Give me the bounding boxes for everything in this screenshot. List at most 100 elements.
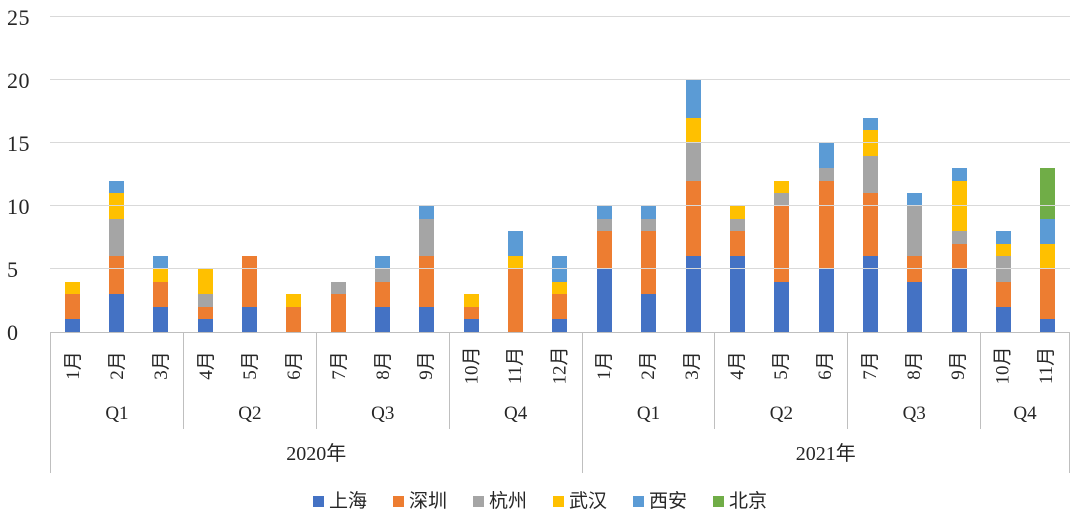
bar-segment [862, 193, 878, 257]
bar-segment [995, 281, 1011, 307]
year-tick-label: 2021年 [795, 442, 856, 465]
month-cell: 5月 [759, 333, 803, 398]
month-cell: 8月 [892, 333, 936, 398]
y-tick-label: 25 [7, 5, 30, 30]
bar-segment [1040, 319, 1056, 332]
legend-item: 杭州 [472, 491, 527, 512]
bar-segment [862, 117, 878, 131]
legend-label: 北京 [729, 491, 768, 512]
bar-segment [685, 256, 701, 332]
month-cell: 10月 [450, 333, 494, 398]
bar-segment [907, 256, 923, 282]
bar-segment [995, 243, 1011, 257]
months-row: 7月 8月 9月 [848, 333, 980, 398]
bar-segment [109, 294, 125, 332]
month-cell: 7月 [848, 333, 892, 398]
bar-segment [1040, 269, 1056, 320]
month-tick-label: 3月 [150, 351, 172, 380]
bar-column [760, 18, 804, 332]
gridline [50, 268, 1070, 269]
gridline [50, 16, 1070, 17]
month-cell: 10月 [981, 333, 1025, 398]
stacked-bar [463, 294, 479, 332]
bar-segment [552, 256, 568, 282]
month-cell: 3月 [670, 333, 714, 398]
month-cell: 9月 [405, 333, 449, 398]
month-tick-label: 2月 [106, 351, 128, 380]
bar-segment [818, 168, 834, 181]
stacked-bar [419, 206, 435, 332]
stacked-bar [375, 256, 391, 332]
bar-segment [596, 231, 612, 269]
stacked-bar [995, 231, 1011, 332]
bars-layer [50, 18, 1070, 332]
bar-segment [641, 206, 657, 219]
bar-segment [419, 256, 435, 307]
legend-item: 上海 [312, 492, 367, 511]
bar-segment [375, 269, 391, 282]
bar-segment [818, 143, 834, 169]
stacked-bar [818, 143, 834, 332]
bar-column [1026, 18, 1070, 332]
quarter-tick-label: Q1 [636, 402, 661, 424]
bar-segment [995, 306, 1011, 332]
month-tick-label: 5月 [770, 351, 792, 380]
year-block: 1月 2月 3月 Q1 4月 5月 6月 Q2 7月 8月 9月 Q3 10月 11月 12月 Q4 2020年 [50, 333, 582, 473]
y-tick-label: 20 [7, 68, 30, 93]
month-tick-label: 8月 [903, 351, 925, 380]
bar-column [848, 18, 892, 332]
bar-segment [862, 256, 878, 332]
month-cell: 12月 [538, 333, 582, 398]
month-tick-label: 5月 [239, 351, 261, 380]
quarter-tick-label: Q2 [769, 402, 793, 424]
bar-segment [641, 231, 657, 295]
months-row: 10月 11月 [981, 333, 1069, 398]
legend-label: 杭州 [488, 491, 527, 512]
legend-label: 深圳 [408, 491, 447, 512]
legend-item: 西安 [633, 492, 687, 511]
bar-segment [862, 155, 878, 194]
bar-column [316, 18, 360, 332]
quarter-tick-label: Q2 [238, 402, 262, 424]
quarters-row: 1月 2月 3月 Q1 4月 5月 6月 Q2 7月 8月 9月 Q3 10月 11月 12月 Q4 [51, 333, 582, 429]
month-tick-label: 1月 [62, 351, 84, 380]
bar-segment [729, 218, 745, 232]
stacked-bar [951, 168, 967, 332]
bar-segment [552, 319, 568, 332]
legend-label: 武汉 [569, 491, 608, 512]
month-cell: 4月 [184, 333, 228, 398]
quarter-tick-label: Q3 [371, 402, 395, 424]
bars-year-group [582, 18, 1070, 332]
gridline [50, 205, 1070, 206]
legend-swatch-icon [472, 496, 484, 507]
bar-segment [907, 281, 923, 332]
month-tick-label: 10月 [992, 346, 1014, 385]
month-cell: 2月 [95, 333, 139, 398]
legend: 上海 深圳 杭州 武汉 西安 北京 [0, 492, 1080, 511]
bar-column [183, 18, 227, 332]
bar-column [449, 18, 493, 332]
quarter-block: 4月 5月 6月 Q2 [715, 333, 849, 429]
bar-segment [907, 193, 923, 207]
legend-swatch-icon [713, 496, 725, 507]
bar-segment [907, 206, 923, 257]
bar-segment [197, 294, 213, 307]
month-tick-label: 2月 [638, 351, 660, 380]
month-cell: 6月 [803, 333, 847, 398]
month-tick-label: 8月 [372, 351, 394, 380]
months-row: 10月 11月 12月 [450, 333, 582, 398]
bar-column [627, 18, 671, 332]
stacked-bar [64, 281, 80, 332]
bar-segment [463, 319, 479, 332]
stacked-bar [862, 117, 878, 332]
month-tick-label: 4月 [726, 351, 748, 380]
quarter-block: 10月 11月 Q4 [981, 333, 1069, 429]
bar-column [582, 18, 626, 332]
months-row: 4月 5月 6月 [184, 333, 316, 398]
category-axis: 1月 2月 3月 Q1 4月 5月 6月 Q2 7月 8月 9月 Q3 10月 11月 12月 Q4 2020年… [50, 333, 1070, 473]
y-tick-label: 0 [7, 320, 19, 345]
bar-column [804, 18, 848, 332]
month-tick-label: 7月 [859, 351, 881, 380]
year-tick-label: 2020年 [286, 442, 347, 465]
